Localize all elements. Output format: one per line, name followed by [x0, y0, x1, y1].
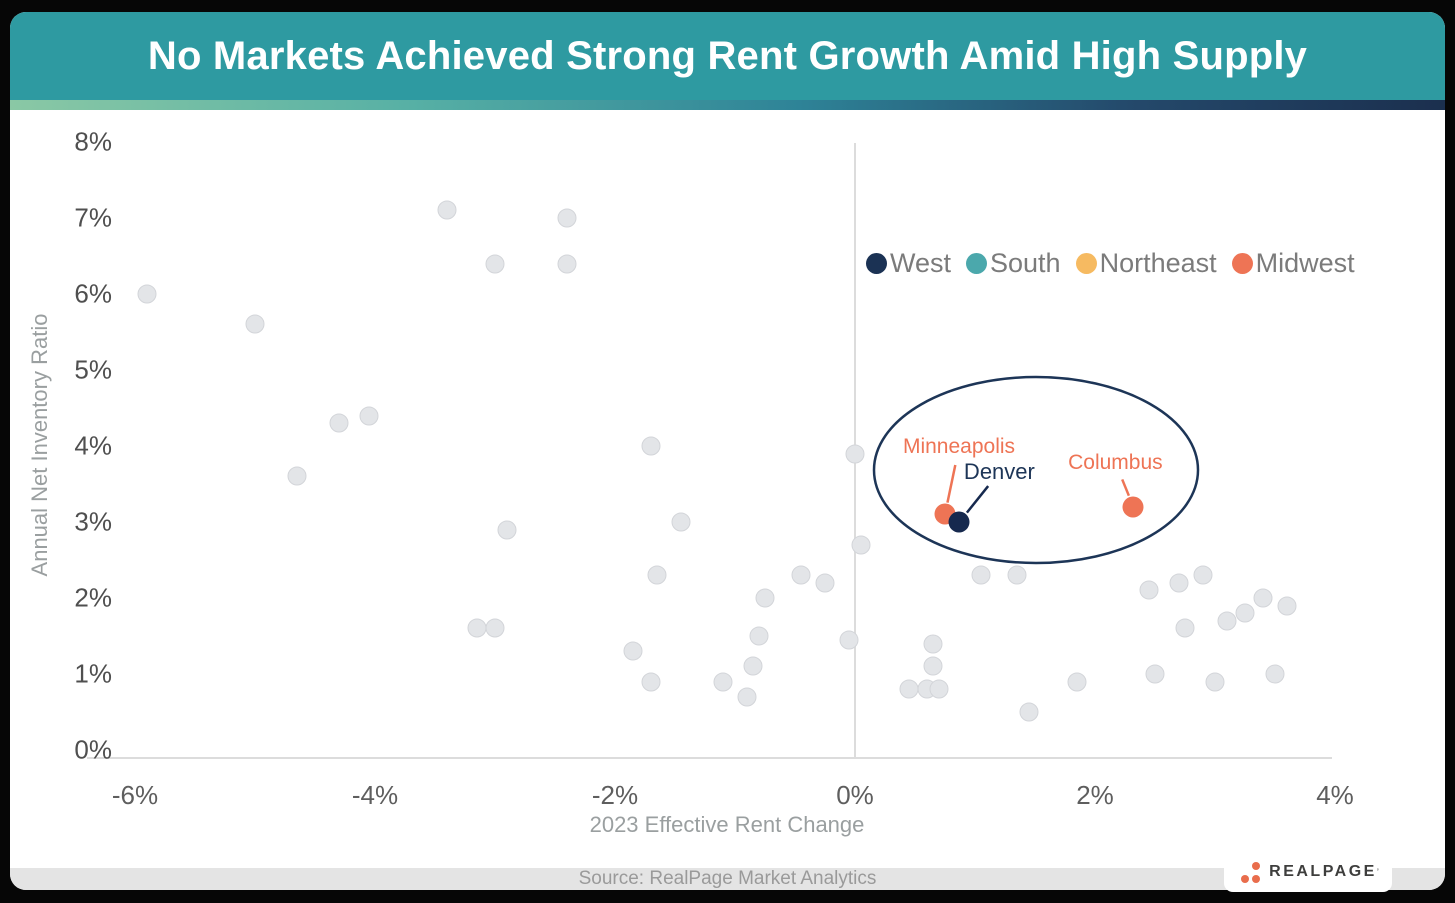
scatter-point — [497, 520, 517, 540]
scatter-point — [1169, 573, 1189, 593]
scatter-point — [1007, 565, 1027, 585]
scatter-point — [485, 254, 505, 274]
scatter-point — [1253, 588, 1273, 608]
x-axis-title: 2023 Effective Rent Change — [589, 812, 865, 837]
scatter-point — [671, 512, 691, 532]
highlight-point-columbus — [1122, 496, 1144, 518]
scatter-point — [737, 687, 757, 707]
realpage-logo-text: REALPAGE — [1269, 863, 1377, 880]
scatter-point — [1205, 672, 1225, 692]
accent-gradient-bar — [10, 100, 1445, 110]
scatter-point — [641, 672, 661, 692]
scatter-point — [839, 630, 859, 650]
scatter-point — [929, 679, 949, 699]
scatter-point — [791, 565, 811, 585]
annotation-label-denver: Denver — [963, 459, 1035, 484]
legend-label: Northeast — [1099, 248, 1217, 278]
scatter-point — [485, 618, 505, 638]
x-tick-label: -2% — [591, 780, 639, 810]
scatter-point — [641, 436, 661, 456]
scatter-point — [287, 466, 307, 486]
scatter-point — [1235, 603, 1255, 623]
scatter-point — [923, 656, 943, 676]
title-banner: No Markets Achieved Strong Rent Growth A… — [10, 12, 1445, 100]
realpage-dots-icon — [1237, 859, 1269, 885]
scatter-point — [1175, 618, 1195, 638]
legend-dot-icon — [1231, 253, 1253, 274]
y-tick-label: 7% — [74, 202, 112, 233]
scatter-point — [437, 200, 457, 220]
content-frame: No Markets Achieved Strong Rent Growth A… — [10, 12, 1445, 890]
legend-item-south: South — [966, 248, 1061, 279]
legend-label: West — [890, 248, 952, 278]
page-title: No Markets Achieved Strong Rent Growth A… — [147, 33, 1308, 78]
scatter-point — [137, 284, 157, 304]
scatter-point — [743, 656, 763, 676]
y-tick-label: 1% — [74, 658, 112, 689]
y-tick-label: 6% — [74, 278, 112, 309]
y-tick-label: 0% — [74, 734, 112, 765]
y-tick-label: 2% — [74, 582, 112, 613]
x-tick-label: 4% — [1316, 780, 1354, 810]
y-tick-label: 4% — [74, 430, 112, 461]
plot-layer: Annual Net Inventory Ratio 2023 Effectiv… — [10, 12, 1445, 890]
scatter-point — [1145, 664, 1165, 684]
scatter-point — [1067, 672, 1087, 692]
legend-label: Midwest — [1255, 248, 1355, 278]
scatter-point — [557, 208, 577, 228]
legend-item-midwest: Midwest — [1231, 248, 1355, 279]
scatter-point — [623, 641, 643, 661]
x-tick-label: -4% — [351, 780, 399, 810]
highlight-point-denver — [948, 511, 970, 533]
scatter-point — [1019, 702, 1039, 722]
legend-dot-icon — [966, 253, 988, 274]
annotation-label-columbus: Columbus — [1068, 450, 1163, 474]
scatter-point — [713, 672, 733, 692]
scatter-point — [245, 314, 265, 334]
source-bar: Source: RealPage Market Analytics — [10, 868, 1445, 890]
annotation-label-minneapolis: Minneapolis — [902, 435, 1016, 459]
legend-label: South — [990, 248, 1061, 278]
x-tick-label: 2% — [1076, 780, 1114, 810]
realpage-logo: REALPAGE’ — [1224, 852, 1392, 892]
source-text: Source: RealPage Market Analytics — [578, 868, 877, 889]
scatter-point — [647, 565, 667, 585]
scatter-point — [329, 413, 349, 433]
scatter-point — [749, 626, 769, 646]
y-tick-label: 5% — [74, 354, 112, 385]
scatter-point — [1139, 580, 1159, 600]
legend: West South Northeast Midwest — [866, 248, 1355, 279]
scatter-point — [557, 254, 577, 274]
legend-item-northeast: Northeast — [1075, 248, 1217, 279]
legend-dot-icon — [1075, 253, 1097, 274]
scatter-point — [755, 588, 775, 608]
y-tick-label: 8% — [74, 126, 112, 157]
realpage-logo-trademark: ’ — [1376, 867, 1379, 877]
legend-item-west: West — [866, 248, 951, 279]
scatter-point — [1193, 565, 1213, 585]
scatter-point — [923, 634, 943, 654]
legend-dot-icon — [866, 253, 887, 274]
scatter-point — [971, 565, 991, 585]
scatter-point — [359, 406, 379, 426]
scatter-point — [1217, 611, 1237, 631]
scatter-point — [851, 535, 871, 555]
highlight-layer: Minneapolis Denver Columbus — [10, 12, 1445, 890]
scatter-point — [845, 444, 865, 464]
scatter-point — [1277, 596, 1297, 616]
x-axis-line — [87, 757, 1332, 759]
y-tick-label: 3% — [74, 506, 112, 537]
scatter-point — [1265, 664, 1285, 684]
scatter-point — [815, 573, 835, 593]
x-tick-label: 0% — [836, 780, 874, 810]
x-tick-label: -6% — [111, 780, 159, 810]
